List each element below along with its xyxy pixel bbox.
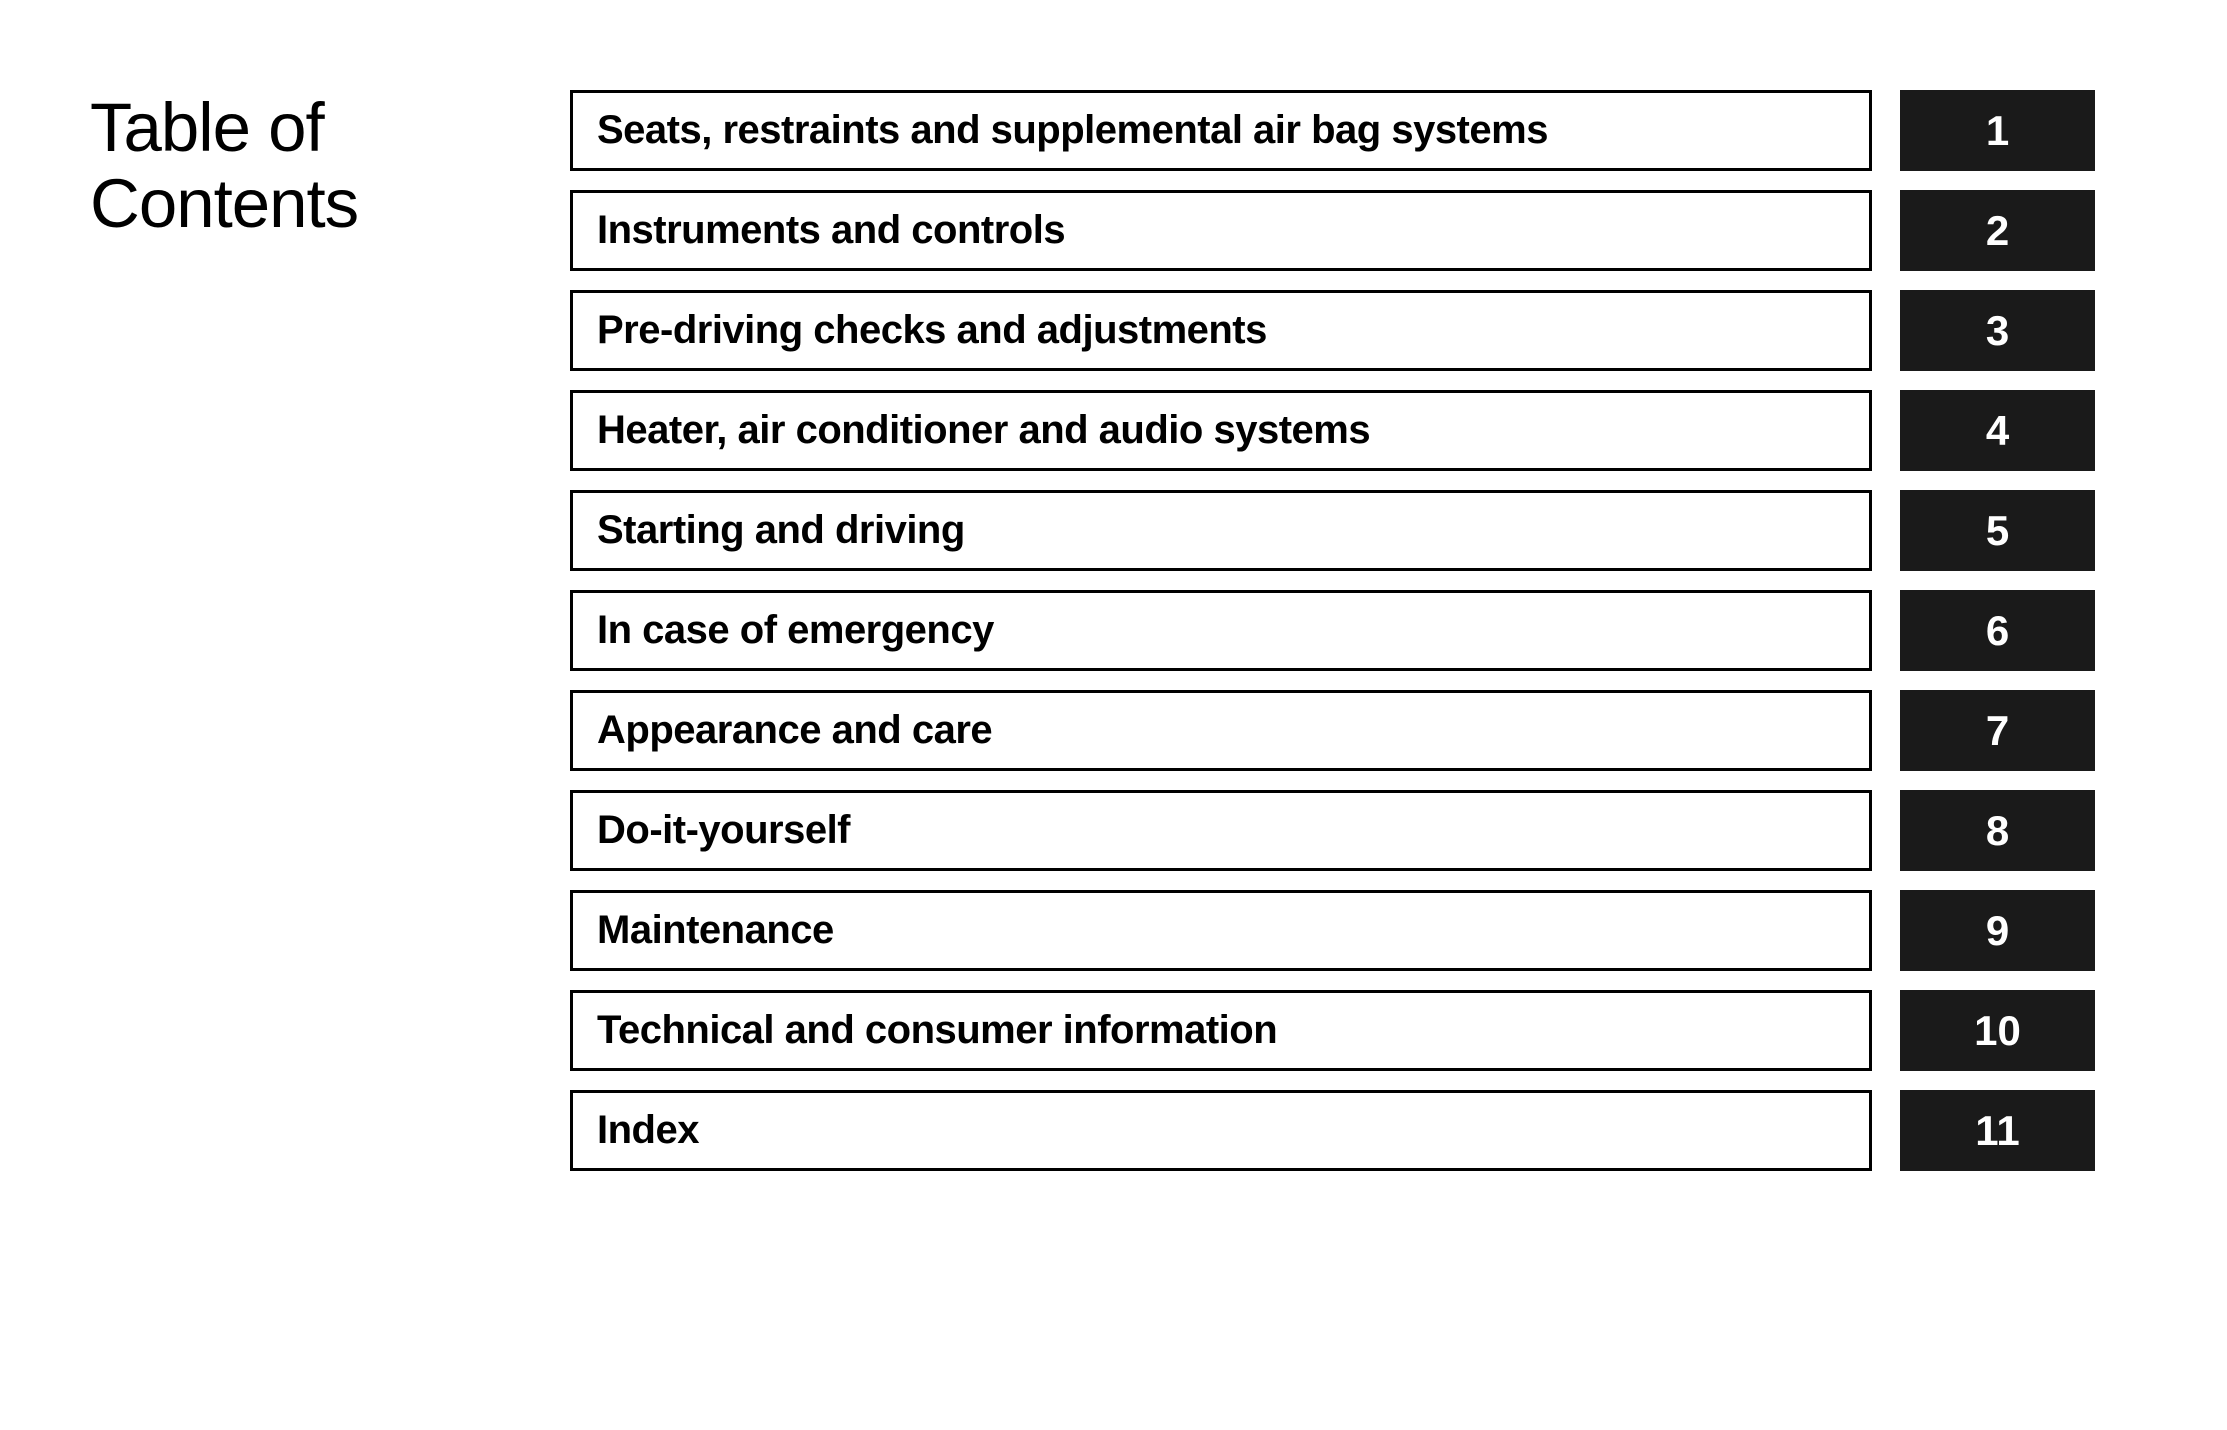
toc-label: Seats, restraints and supplemental air b… [570, 90, 1872, 171]
toc-label: Index [570, 1090, 1872, 1171]
page-container: Table of Contents Seats, restraints and … [0, 0, 2227, 1171]
toc-row: Do-it-yourself 8 [570, 790, 2227, 871]
toc-number: 2 [1900, 190, 2095, 271]
toc-number: 8 [1900, 790, 2095, 871]
toc-label: Do-it-yourself [570, 790, 1872, 871]
toc-label: Appearance and care [570, 690, 1872, 771]
toc-number: 4 [1900, 390, 2095, 471]
toc-number: 7 [1900, 690, 2095, 771]
toc-row: Seats, restraints and supplemental air b… [570, 90, 2227, 171]
page-title: Table of Contents [90, 90, 570, 242]
toc-number: 6 [1900, 590, 2095, 671]
toc-label: Maintenance [570, 890, 1872, 971]
toc-number: 11 [1900, 1090, 2095, 1171]
toc-row: Technical and consumer information 10 [570, 990, 2227, 1071]
toc-number: 5 [1900, 490, 2095, 571]
toc-row: Index 11 [570, 1090, 2227, 1171]
toc-label: Heater, air conditioner and audio system… [570, 390, 1872, 471]
toc-row: Appearance and care 7 [570, 690, 2227, 771]
toc-row: Maintenance 9 [570, 890, 2227, 971]
toc-label: In case of emergency [570, 590, 1872, 671]
toc-label: Technical and consumer information [570, 990, 1872, 1071]
toc-number: 3 [1900, 290, 2095, 371]
title-section: Table of Contents [90, 90, 570, 1171]
title-line-1: Table of [90, 89, 324, 166]
toc-number: 10 [1900, 990, 2095, 1071]
toc-label: Instruments and controls [570, 190, 1872, 271]
title-line-2: Contents [90, 165, 358, 242]
toc-label: Starting and driving [570, 490, 1872, 571]
toc-row: Pre-driving checks and adjustments 3 [570, 290, 2227, 371]
toc-section: Seats, restraints and supplemental air b… [570, 90, 2227, 1171]
toc-row: Heater, air conditioner and audio system… [570, 390, 2227, 471]
toc-number: 9 [1900, 890, 2095, 971]
toc-number: 1 [1900, 90, 2095, 171]
toc-row: Instruments and controls 2 [570, 190, 2227, 271]
toc-label: Pre-driving checks and adjustments [570, 290, 1872, 371]
toc-row: Starting and driving 5 [570, 490, 2227, 571]
toc-row: In case of emergency 6 [570, 590, 2227, 671]
